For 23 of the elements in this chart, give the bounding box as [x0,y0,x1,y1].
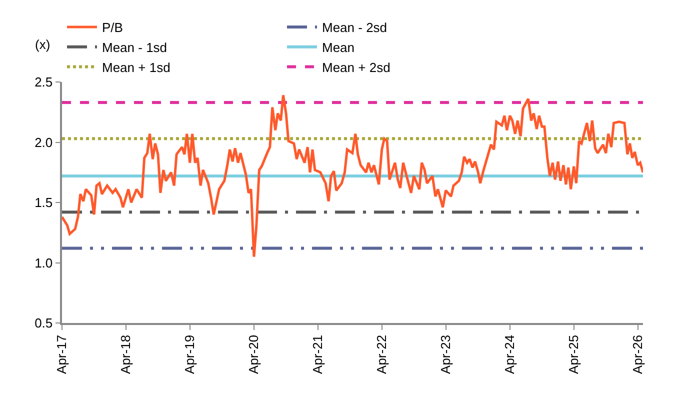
x-tick-label: Apr-21 [310,334,326,374]
line-series [62,94,643,258]
x-tick-label: Apr-18 [118,334,134,374]
x-tick-label: Apr-23 [438,334,453,374]
x-tick-label: Apr-19 [182,334,198,374]
x-tick-label: Apr-26 [630,334,645,374]
x-tick-label: Apr-24 [502,334,518,374]
legend-label: P/B [102,20,123,36]
legend-label: Mean + 2sd [322,60,390,75]
x-tick-label: Apr-17 [54,334,70,374]
y-tick-label: 1.5 [34,195,53,210]
legend-label: Mean [322,40,355,55]
legend-label: Mean + 1sd [102,60,170,75]
x-tick-label: Apr-20 [246,334,262,374]
y-tick-label: 2.5 [34,74,53,90]
legend-label: Mean - 2sd [322,20,388,36]
x-tick-label: Apr-22 [374,334,390,374]
legend-label: Mean - 1sd [102,40,168,55]
y-tick-label: 1.0 [34,255,53,270]
y-tick-label: 0.5 [34,316,53,331]
y-axis-title: (x) [35,37,50,52]
x-tick-label: Apr-25 [566,334,582,374]
y-tick-label: 2.0 [34,134,53,150]
